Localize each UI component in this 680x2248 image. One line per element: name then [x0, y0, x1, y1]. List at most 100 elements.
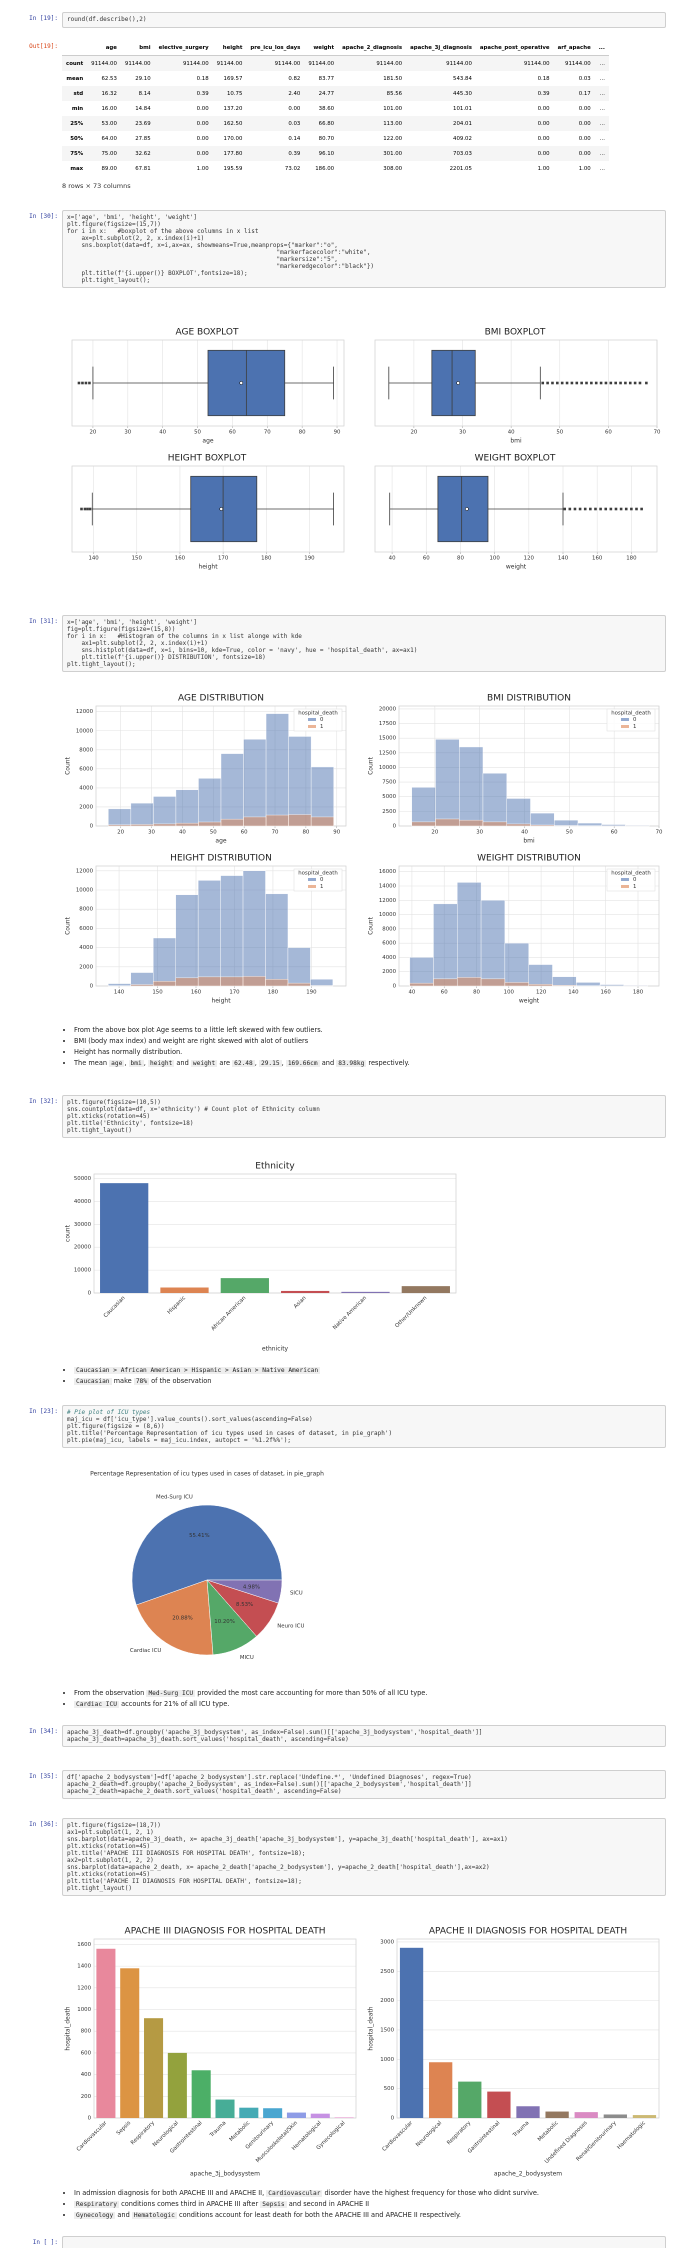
table-cell: ... [599, 135, 605, 142]
table-cell: 1.00 [537, 165, 550, 172]
out-prompt: Out[19]: [29, 43, 58, 50]
histogram-bar [528, 984, 553, 987]
histogram-bar [457, 882, 482, 987]
histogram-bar [220, 753, 244, 827]
outlier [589, 507, 592, 511]
outlier [578, 507, 582, 511]
code-line: plt.title(f'{i.upper()} DISTRIBUTION', f… [67, 654, 266, 661]
column-header: elective_surgery [154, 40, 213, 56]
text: From the above box plot Age seems to a l… [74, 1026, 323, 1034]
code-line: fig=plt.figure(figsize=(15,8)) [67, 626, 176, 633]
table-cell: 543.84 [453, 75, 472, 82]
legend-label: 0 [320, 877, 324, 883]
y-tick-label: 2500 [380, 1969, 394, 1975]
histogram-bar [130, 972, 154, 987]
legend-swatch [621, 718, 629, 721]
bar [160, 1287, 209, 1293]
bar [399, 1947, 424, 2118]
code-line: apache_3j_death=df.groupby('apache_3j_bo… [67, 1729, 483, 1736]
x-tick-label: 20 [410, 430, 417, 436]
y-tick-label: 0 [393, 824, 397, 830]
code-line: plt.figure(figsize = (8,6)) [67, 1423, 165, 1430]
text: In admission diagnosis for both APACHE I… [74, 2189, 267, 2197]
text: accounts for 21% of all ICU type. [118, 1700, 230, 1708]
code-line: plt.tight_layout(); [67, 661, 136, 668]
y-tick-label: 2000 [382, 969, 396, 975]
header-row: age bmi elective_surgery height pre_icu_los_… [62, 40, 609, 56]
y-tick-label: 1000 [77, 2007, 91, 2013]
histogram-bar [288, 736, 312, 827]
cell: In [36]: plt.figure(figsize=(18,7)) ax1=pl… [0, 1818, 680, 1896]
y-axis-label: count [65, 1224, 72, 1242]
table-cell: 186.00 [315, 165, 335, 172]
column-header: apache_2_diagnosis [338, 40, 407, 56]
code-line: plt.title('APACHE II DIAGNOSIS FOR HOSPI… [67, 1878, 302, 1885]
table-cell: 0.18 [537, 75, 550, 82]
table-cell: 91144.00 [182, 60, 209, 67]
y-tick-label: 0 [88, 1291, 92, 1297]
outlier [599, 507, 602, 511]
inline-code: Med-Surg ICU [146, 1690, 196, 1697]
x-tick-label: 90 [334, 430, 341, 436]
code-line: "markerfacecolor":"white", [67, 249, 371, 256]
in-prompt: In [31]: [29, 618, 58, 625]
x-axis-label: bmi [510, 438, 522, 445]
histogram-bar [175, 822, 199, 827]
x-tick-label: 40 [159, 430, 166, 436]
y-axis-label: Count [65, 756, 72, 774]
histogram-bar [435, 739, 460, 827]
code-line: apache_2_death=apache_2_death.sort_value… [67, 1788, 342, 1795]
x-tick-label: 150 [152, 990, 163, 996]
code-line: ax=plt.subplot(2, 2, x.index(i)+1) [67, 235, 205, 242]
table-cell: 16.32 [101, 90, 117, 97]
legend-label: 1 [633, 884, 636, 890]
code-line: "markersize":"5", [67, 256, 338, 263]
text: make [111, 1377, 134, 1385]
histogram-bar [220, 976, 244, 987]
legend-box [293, 708, 343, 732]
table-cell: 169.57 [223, 75, 243, 82]
code-line: plt.tight_layout(); [67, 277, 151, 284]
histogram-bar [175, 894, 199, 987]
outlier [583, 507, 587, 511]
histogram-bar [130, 824, 154, 827]
code-line: plt.xticks(rotation=45) [67, 1843, 151, 1850]
histogram-bar [108, 808, 132, 827]
code-line: apache_2_death=df.groupby('apache_2_body… [67, 1781, 472, 1788]
x-tick-label: 70 [264, 430, 271, 436]
outlier [580, 381, 583, 385]
row-header: 25% [70, 120, 84, 127]
histogram-bar [530, 824, 555, 827]
bar [574, 2112, 598, 2118]
table-cell: 0.00 [196, 135, 209, 142]
outlier [594, 507, 597, 511]
bullet: From the above box plot Age seems to a l… [74, 1025, 680, 1036]
bar [215, 2099, 235, 2118]
pie-wedge [206, 1579, 283, 1604]
code-line: for i in x: #boxplot of the above column… [67, 228, 259, 235]
column-header: height [212, 40, 247, 56]
code-line: plt.title('APACHE III DIAGNOSIS FOR HOSP… [67, 1850, 306, 1857]
histogram-bar [552, 985, 577, 987]
bullet: Caucasian make 78% of the observation [74, 1376, 680, 1387]
table-cell: 91144.00 [91, 60, 117, 67]
inline-code: height [147, 1060, 175, 1067]
y-tick-label: 20000 [74, 1245, 92, 1251]
table-cell: ... [599, 105, 605, 112]
inline-code: Cardiac ICU [74, 1701, 119, 1708]
code-line: plt.title(f'{i.upper()} BOXPLOT',fontsiz… [67, 270, 248, 277]
y-tick-label: 2000 [380, 1998, 394, 2004]
in-prompt: In [23]: [29, 1408, 58, 1415]
table-cell: ... [599, 120, 605, 127]
histogram-bar [288, 814, 312, 827]
x-tick-label: 140 [568, 990, 579, 996]
outlier [609, 381, 613, 385]
x-tick-label: 50 [194, 430, 201, 436]
x-tick-label: 60 [423, 556, 430, 562]
outlier [88, 507, 92, 511]
histogram-bar [242, 976, 266, 987]
code-line: for i in x: #Histogram of the columns in… [67, 633, 302, 640]
x-tick-label: 30 [459, 430, 466, 436]
text: , [281, 1059, 286, 1067]
mean-marker [456, 381, 460, 385]
